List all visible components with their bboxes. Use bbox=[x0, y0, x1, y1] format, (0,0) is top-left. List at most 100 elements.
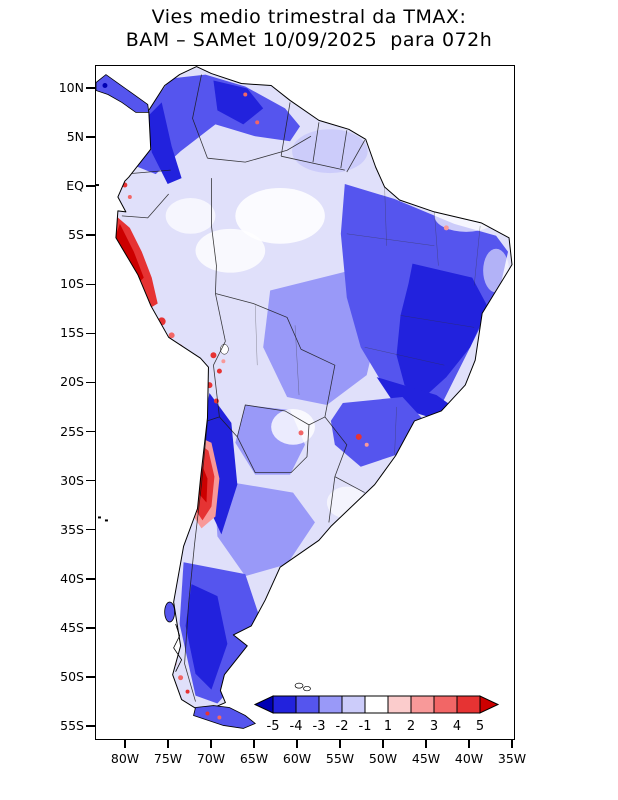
colorbar-label: 5 bbox=[476, 719, 484, 734]
x-tick-label: 35W bbox=[497, 751, 527, 766]
figure-title-line1: Vies medio trimestral da TMAX: bbox=[151, 6, 467, 28]
y-tick-mark bbox=[86, 479, 95, 482]
east-brazil-dark-core bbox=[396, 263, 489, 398]
y-tick-label: 40S bbox=[60, 570, 84, 586]
figure-title-line2: BAM – SAMet 10/09/2025 para 072h bbox=[125, 29, 493, 51]
colorbar-cell bbox=[364, 695, 389, 714]
y-tick-mark bbox=[86, 528, 95, 531]
venezuela-dark-negative bbox=[213, 80, 264, 125]
colorbar-label: -4 bbox=[290, 719, 303, 734]
colorbar-arrow-left bbox=[253, 695, 274, 714]
y-tick-mark bbox=[86, 676, 95, 678]
y-tick-mark bbox=[86, 381, 95, 384]
juan-fernandez-islands-2 bbox=[104, 519, 108, 522]
colorbar-cell bbox=[387, 695, 412, 714]
x-tick-mark bbox=[124, 740, 126, 748]
galapagos-fragment bbox=[96, 184, 99, 187]
x-tick-label: 55W bbox=[325, 751, 355, 766]
y-tick-label: 10S bbox=[60, 276, 84, 292]
x-tick-mark bbox=[210, 740, 212, 748]
central-america-dark-spot bbox=[102, 83, 108, 89]
patagonia-red-spot bbox=[185, 689, 190, 694]
y-tick-mark bbox=[86, 283, 95, 286]
colorbar-label: 3 bbox=[430, 719, 438, 734]
patagonia-pink-spot-1 bbox=[178, 675, 184, 681]
falkland-east bbox=[303, 686, 311, 692]
y-tick-label: 50S bbox=[60, 668, 84, 684]
colorbar-label: 4 bbox=[453, 719, 461, 734]
south-brazil-pink-spot bbox=[364, 442, 369, 447]
colorbar-label: 2 bbox=[407, 719, 415, 734]
paraguay-pink-spot bbox=[298, 430, 304, 436]
x-tick-label: 75W bbox=[153, 751, 183, 766]
ne-brazil-pink-spot bbox=[443, 225, 449, 231]
x-tick-label: 65W bbox=[239, 751, 269, 766]
y-tick-label: 25S bbox=[60, 423, 84, 439]
guayana-highlands-pink-spot bbox=[255, 120, 260, 125]
y-tick-label: 35S bbox=[60, 521, 84, 537]
brazil-state-borders bbox=[254, 187, 481, 455]
paraguay-white-patch bbox=[271, 408, 315, 445]
amazon-white-patch-3 bbox=[165, 197, 216, 234]
colorbar-cell bbox=[410, 695, 435, 714]
colorbar-cell bbox=[341, 695, 366, 714]
country-borders bbox=[121, 74, 366, 702]
x-tick-label: 60W bbox=[282, 751, 312, 766]
colorbar-arrow-right bbox=[479, 695, 500, 714]
colorbar-label: -2 bbox=[336, 719, 349, 734]
x-tick-mark bbox=[253, 740, 255, 748]
moquegua-positive-spot bbox=[176, 344, 183, 351]
y-tick-label: 45S bbox=[60, 619, 84, 635]
x-tick-mark bbox=[339, 740, 341, 748]
y-tick-mark bbox=[86, 234, 95, 236]
colorbar-cell bbox=[433, 695, 458, 714]
altiplano-spot-2 bbox=[216, 368, 222, 374]
altiplano-spot-1 bbox=[210, 352, 217, 359]
y-tick-label: 5S bbox=[68, 227, 84, 243]
y-tick-label: 15S bbox=[60, 325, 84, 341]
south-brazil-red-spot bbox=[355, 433, 362, 440]
colorbar-label: 1 bbox=[384, 719, 392, 734]
y-tick-label: 10N bbox=[58, 80, 84, 95]
x-tick-label: 70W bbox=[196, 751, 226, 766]
y-tick-mark bbox=[86, 87, 95, 89]
tierra-del-fuego bbox=[193, 705, 257, 729]
amazon-white-patch-1 bbox=[235, 188, 325, 244]
south-america-bias-map bbox=[96, 66, 513, 729]
colorbar-label: -5 bbox=[267, 719, 280, 734]
falkland-west bbox=[294, 682, 304, 689]
y-tick-mark bbox=[86, 578, 95, 580]
colorbar-label: -3 bbox=[313, 719, 326, 734]
central-america-strip bbox=[96, 74, 150, 113]
y-tick-mark bbox=[86, 136, 95, 138]
y-tick-label: EQ bbox=[66, 178, 84, 194]
altiplano-pink-spot bbox=[221, 359, 226, 364]
altiplano-spot-3 bbox=[206, 382, 213, 389]
y-tick-mark bbox=[86, 725, 95, 727]
colorbar-cell bbox=[272, 695, 297, 714]
east-coast-light-patch bbox=[483, 248, 510, 293]
peru-coast-positive-core bbox=[115, 223, 144, 284]
north-band-negative bbox=[135, 74, 301, 175]
colorbar-cell bbox=[318, 695, 343, 714]
amazon-white-patch-2 bbox=[195, 228, 266, 273]
x-tick-mark bbox=[296, 740, 298, 748]
tierra-del-fuego-pink-spot bbox=[217, 715, 222, 720]
x-tick-label: 45W bbox=[411, 751, 441, 766]
x-tick-label: 80W bbox=[110, 751, 140, 766]
pampas-negative bbox=[215, 482, 315, 577]
ecuador-positive-spot-2 bbox=[127, 194, 132, 199]
y-tick-label: 30S bbox=[60, 472, 84, 488]
y-tick-mark bbox=[86, 627, 95, 629]
patagonia-dark-core bbox=[185, 584, 228, 690]
x-tick-mark bbox=[511, 740, 513, 748]
y-tick-mark bbox=[86, 332, 95, 335]
y-tick-label: 5N bbox=[66, 129, 84, 145]
colorbar: -5 -4 -3 -2 -1 1 2 3 4 5 bbox=[253, 695, 500, 734]
y-tick-mark bbox=[86, 430, 95, 433]
y-tick-label: 20S bbox=[60, 374, 84, 390]
map-plot-area bbox=[95, 65, 515, 740]
colombia-andes-dark-negative bbox=[147, 102, 182, 185]
chiloe-island bbox=[164, 601, 176, 623]
